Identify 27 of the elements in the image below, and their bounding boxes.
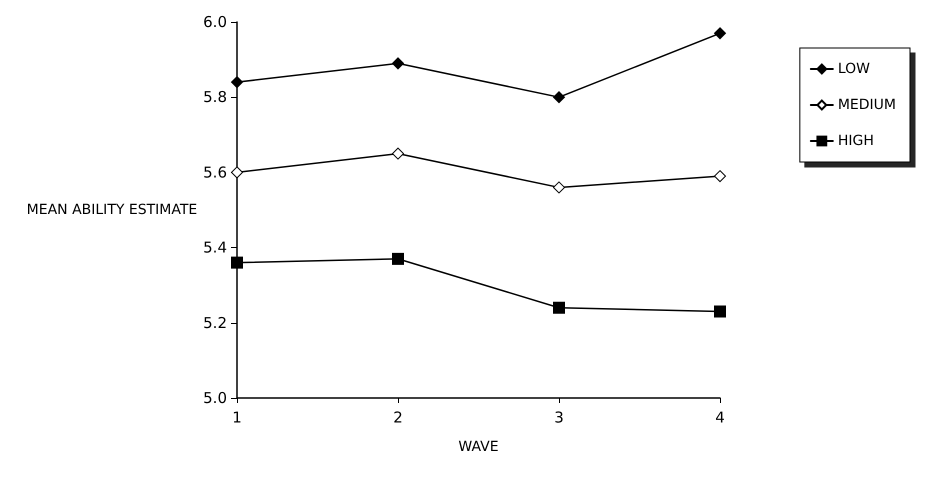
legend-label: HIGH: [838, 133, 874, 149]
point: [231, 256, 243, 269]
y-tick-label: 5.0: [203, 389, 227, 407]
x-axis-title: WAVE: [458, 439, 499, 455]
point: [392, 57, 404, 70]
y-tick-label: 5.6: [203, 163, 227, 182]
y-axis-title: MEAN ABILITY ESTIMATE: [26, 202, 198, 218]
y-tick-label: 5.4: [203, 238, 227, 257]
y-tick-label: 5.8: [203, 88, 227, 106]
y-tick-label: 6.0: [203, 13, 227, 31]
y-tick-label: 5.2: [203, 314, 227, 332]
point: [231, 76, 243, 88]
point: [553, 91, 565, 104]
legend-label: MEDIUM: [838, 97, 896, 113]
point: [714, 170, 726, 182]
point: [714, 27, 726, 40]
point: [714, 306, 726, 318]
x-tick-label: 3: [554, 408, 564, 426]
x-tick-label: 1: [232, 408, 242, 426]
point: [553, 302, 565, 314]
point: [392, 148, 404, 160]
point: [553, 181, 565, 194]
x-tick-label: 2: [393, 408, 403, 426]
legend-label: LOW: [838, 61, 870, 77]
point: [392, 252, 404, 265]
point: [231, 166, 243, 178]
x-tick-label: 4: [715, 408, 725, 426]
